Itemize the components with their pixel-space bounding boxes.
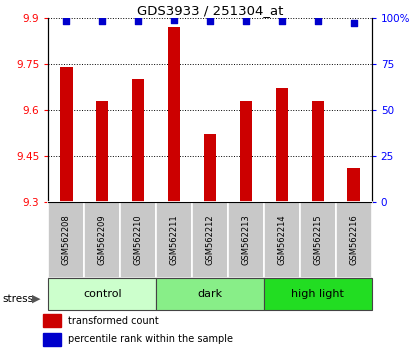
Point (315, 18, 321, 24)
Point (243, 18, 249, 24)
Text: GSM562212: GSM562212 (205, 215, 215, 265)
Bar (192, 202, 228, 278)
Bar (168, 27, 180, 202)
Text: GSM562209: GSM562209 (98, 215, 107, 265)
Bar (43, 333, 61, 346)
Bar (48, 278, 156, 310)
Bar (336, 202, 372, 278)
Bar (156, 278, 264, 310)
Text: transformed count: transformed count (68, 316, 159, 326)
Bar (96, 101, 108, 202)
Bar (132, 79, 144, 202)
Text: control: control (83, 289, 121, 299)
Point (135, 18, 142, 24)
Text: GSM562208: GSM562208 (62, 215, 71, 265)
Text: GSM562215: GSM562215 (313, 215, 322, 265)
Bar (240, 101, 252, 202)
Bar (60, 67, 73, 202)
Bar (48, 202, 84, 278)
Bar (300, 202, 336, 278)
Point (278, 18, 285, 24)
Text: GSM562213: GSM562213 (241, 215, 250, 265)
Bar (43, 314, 61, 327)
Text: GSM562214: GSM562214 (277, 215, 286, 265)
Text: ▶: ▶ (32, 293, 41, 304)
Point (99, 18, 105, 24)
Bar (264, 278, 372, 310)
Bar (204, 134, 216, 202)
Point (171, 17, 177, 22)
Text: GSM562210: GSM562210 (134, 215, 143, 265)
Bar (228, 202, 264, 278)
Bar (120, 202, 156, 278)
Bar (276, 88, 288, 202)
Text: GSM562216: GSM562216 (349, 215, 358, 265)
Bar (347, 168, 360, 202)
Bar (156, 202, 192, 278)
Text: percentile rank within the sample: percentile rank within the sample (68, 334, 233, 344)
Text: GSM562211: GSM562211 (170, 215, 178, 265)
Text: stress: stress (2, 293, 33, 304)
Bar (312, 101, 324, 202)
Text: high light: high light (291, 289, 344, 299)
Point (207, 18, 213, 24)
Point (63, 18, 70, 24)
Bar (84, 202, 120, 278)
Bar (264, 202, 300, 278)
Title: GDS3933 / 251304_at: GDS3933 / 251304_at (137, 4, 283, 17)
Text: dark: dark (197, 289, 223, 299)
Point (350, 21, 357, 26)
